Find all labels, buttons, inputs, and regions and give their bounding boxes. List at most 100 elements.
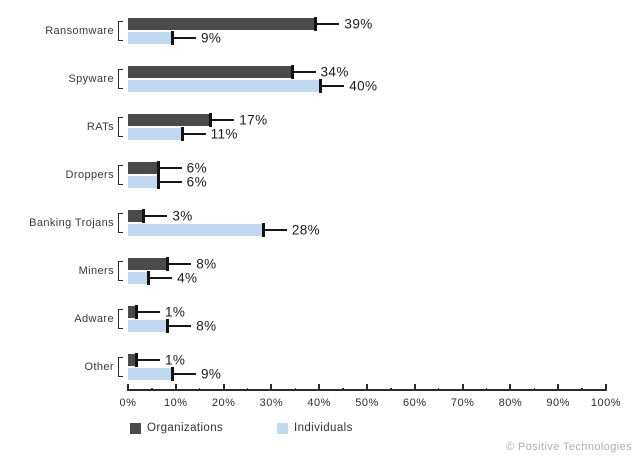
leader-line [138, 311, 160, 313]
x-axis-tick-minor [581, 388, 583, 391]
bar-individuals-other [128, 368, 172, 380]
bar-end-marker [180, 127, 184, 141]
x-axis-tick-minor [294, 388, 297, 391]
leader-line [145, 215, 168, 217]
value-label-organizations-banking-trojans: 3% [172, 208, 193, 224]
bar-end-marker [319, 79, 323, 93]
bar-end-marker [166, 257, 170, 271]
leader-line [174, 37, 197, 39]
value-label-individuals-ransomware: 9% [201, 30, 222, 46]
x-axis-tick-major [270, 384, 273, 391]
x-axis-tick-minor [342, 388, 344, 391]
x-axis-tick-major [509, 384, 512, 391]
value-label-organizations-other: 1% [165, 352, 186, 368]
x-axis-tick-minor [437, 388, 440, 391]
x-axis-tick-major [127, 384, 129, 391]
x-axis-tick-label: 30% [259, 397, 284, 409]
bar-organizations-rats [128, 114, 210, 126]
bar-end-marker [209, 113, 213, 127]
x-axis-tick-minor [533, 388, 536, 391]
bar-end-marker [171, 367, 175, 381]
x-axis-tick-major [174, 384, 177, 391]
leader-line [183, 133, 206, 135]
bar-organizations-droppers [128, 162, 157, 174]
category-bracket-other [118, 357, 123, 377]
category-bracket-ransomware [118, 21, 123, 41]
x-axis-tick-major [318, 384, 321, 391]
copyright-credit: © Positive Technologies [506, 441, 632, 453]
x-axis-tick-minor [246, 388, 249, 391]
bar-end-marker [147, 271, 151, 285]
leader-line [159, 167, 182, 169]
bar-end-marker [166, 319, 170, 333]
leader-line [317, 23, 340, 25]
bar-organizations-adware [128, 306, 135, 318]
x-axis-tick-label: 80% [498, 397, 523, 409]
bar-end-marker [156, 161, 160, 175]
bar-end-marker [142, 209, 146, 223]
x-axis-tick-minor [151, 388, 153, 391]
bar-individuals-miners [128, 272, 148, 284]
bar-end-marker [290, 65, 294, 79]
category-bracket-spyware [118, 69, 123, 89]
x-axis-tick-minor [390, 388, 392, 391]
category-label-miners: Miners [78, 265, 114, 277]
bar-organizations-spyware [128, 66, 291, 78]
bar-end-marker [135, 305, 138, 319]
value-label-individuals-other: 9% [201, 366, 222, 382]
legend-swatch-organizations [130, 423, 141, 434]
x-axis-tick-label: 0% [119, 397, 137, 409]
value-label-individuals-droppers: 6% [186, 174, 207, 190]
leader-line [138, 359, 160, 361]
legend: Organizations Individuals [0, 422, 641, 436]
value-label-organizations-spyware: 34% [320, 64, 349, 80]
category-label-adware: Adware [74, 313, 114, 325]
bar-individuals-adware [128, 320, 167, 332]
bar-organizations-other [128, 354, 135, 366]
leader-line [322, 85, 345, 87]
value-label-organizations-rats: 17% [239, 112, 268, 128]
leader-line [293, 71, 316, 73]
value-label-organizations-miners: 8% [196, 256, 217, 272]
category-bracket-adware [118, 309, 123, 329]
bar-individuals-banking-trojans [128, 224, 262, 236]
category-label-banking-trojans: Banking Trojans [29, 217, 114, 229]
leader-line [264, 229, 287, 231]
bar-end-marker [156, 175, 160, 189]
value-label-individuals-miners: 4% [177, 270, 198, 286]
category-bracket-rats [118, 117, 123, 137]
bar-individuals-spyware [128, 80, 320, 92]
value-label-individuals-adware: 8% [196, 318, 217, 334]
value-label-organizations-ransomware: 39% [344, 16, 373, 32]
bar-organizations-miners [128, 258, 167, 270]
bar-individuals-droppers [128, 176, 157, 188]
leader-line [169, 325, 192, 327]
category-label-droppers: Droppers [65, 169, 114, 181]
category-label-ransomware: Ransomware [45, 25, 114, 37]
leader-line [150, 277, 173, 279]
x-axis-tick-major [557, 384, 560, 391]
x-axis-tick-label: 10% [164, 397, 188, 409]
bar-end-marker [135, 353, 138, 367]
x-axis-tick-label: 60% [403, 397, 427, 409]
value-label-organizations-adware: 1% [165, 304, 186, 320]
value-label-individuals-rats: 11% [210, 126, 238, 142]
x-axis-tick-major [461, 384, 464, 391]
x-axis-tick-major [366, 384, 368, 391]
x-axis-tick-label: 90% [546, 397, 570, 409]
leader-line [212, 119, 235, 121]
x-axis-tick-major [222, 384, 225, 391]
category-label-rats: RATs [86, 121, 114, 133]
value-label-individuals-banking-trojans: 28% [291, 222, 321, 238]
x-axis-tick-major [605, 384, 607, 391]
bar-organizations-ransomware [128, 18, 315, 30]
leader-line [159, 181, 182, 183]
bar-end-marker [261, 223, 265, 237]
x-axis-tick-minor [485, 388, 488, 391]
category-bracket-miners [118, 261, 123, 281]
legend-label-organizations: Organizations [147, 422, 224, 434]
leader-line [169, 263, 192, 265]
leader-line [174, 373, 197, 375]
legend-swatch-individuals [277, 423, 288, 434]
category-label-other: Other [84, 361, 114, 373]
